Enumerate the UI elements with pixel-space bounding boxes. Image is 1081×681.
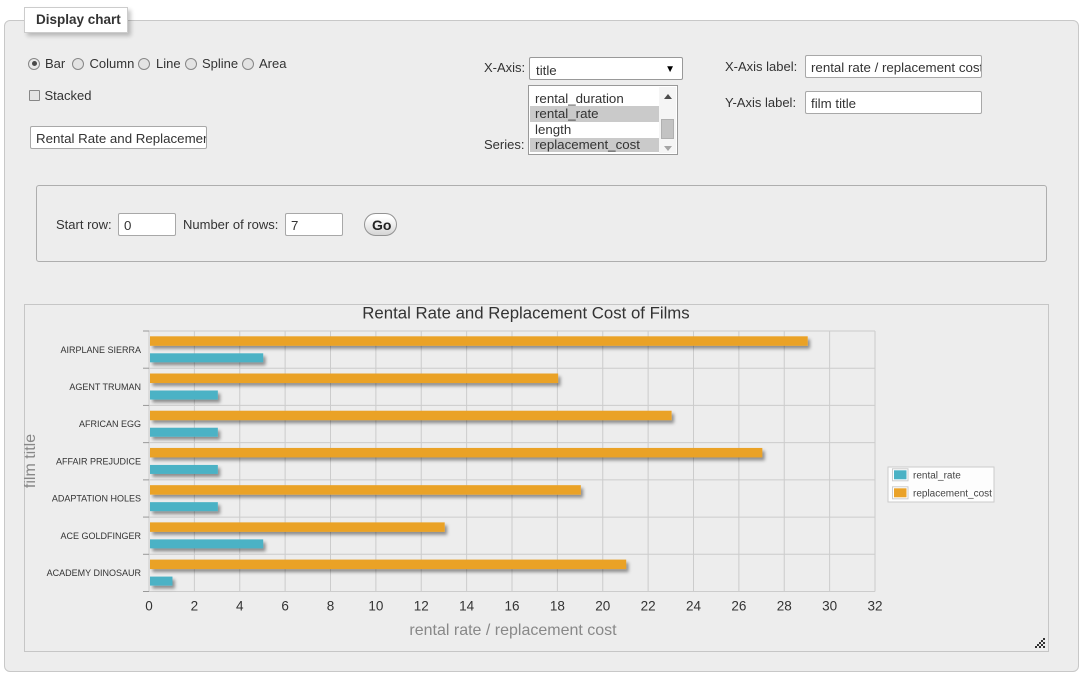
svg-text:18: 18: [550, 599, 565, 614]
svg-text:12: 12: [414, 599, 429, 614]
svg-text:rental_rate: rental_rate: [913, 470, 961, 481]
svg-text:AGENT TRUMAN: AGENT TRUMAN: [69, 382, 141, 392]
svg-text:14: 14: [459, 599, 475, 614]
svg-text:4: 4: [236, 599, 244, 614]
svg-text:10: 10: [368, 599, 383, 614]
svg-text:32: 32: [867, 599, 882, 614]
svg-text:26: 26: [731, 599, 746, 614]
svg-text:8: 8: [327, 599, 335, 614]
svg-text:0: 0: [145, 599, 153, 614]
svg-text:2: 2: [191, 599, 199, 614]
svg-text:ACADEMY DINOSAUR: ACADEMY DINOSAUR: [47, 568, 142, 578]
svg-text:AIRPLANE SIERRA: AIRPLANE SIERRA: [60, 345, 141, 355]
svg-text:AFFAIR PREJUDICE: AFFAIR PREJUDICE: [56, 456, 141, 466]
svg-text:28: 28: [777, 599, 792, 614]
svg-text:Rental Rate and Replacement Co: Rental Rate and Replacement Cost of Film…: [362, 304, 689, 323]
svg-text:ACE GOLDFINGER: ACE GOLDFINGER: [60, 531, 141, 541]
svg-text:AFRICAN EGG: AFRICAN EGG: [79, 419, 141, 429]
svg-text:film title: film title: [24, 434, 39, 488]
svg-text:6: 6: [281, 599, 289, 614]
svg-text:24: 24: [686, 599, 702, 614]
svg-text:replacement_cost: replacement_cost: [913, 488, 992, 499]
svg-text:16: 16: [504, 599, 519, 614]
svg-text:22: 22: [641, 599, 656, 614]
svg-text:30: 30: [822, 599, 837, 614]
svg-text:rental rate / replacement cost: rental rate / replacement cost: [409, 622, 617, 639]
svg-text:20: 20: [595, 599, 610, 614]
svg-text:ADAPTATION HOLES: ADAPTATION HOLES: [52, 494, 141, 504]
